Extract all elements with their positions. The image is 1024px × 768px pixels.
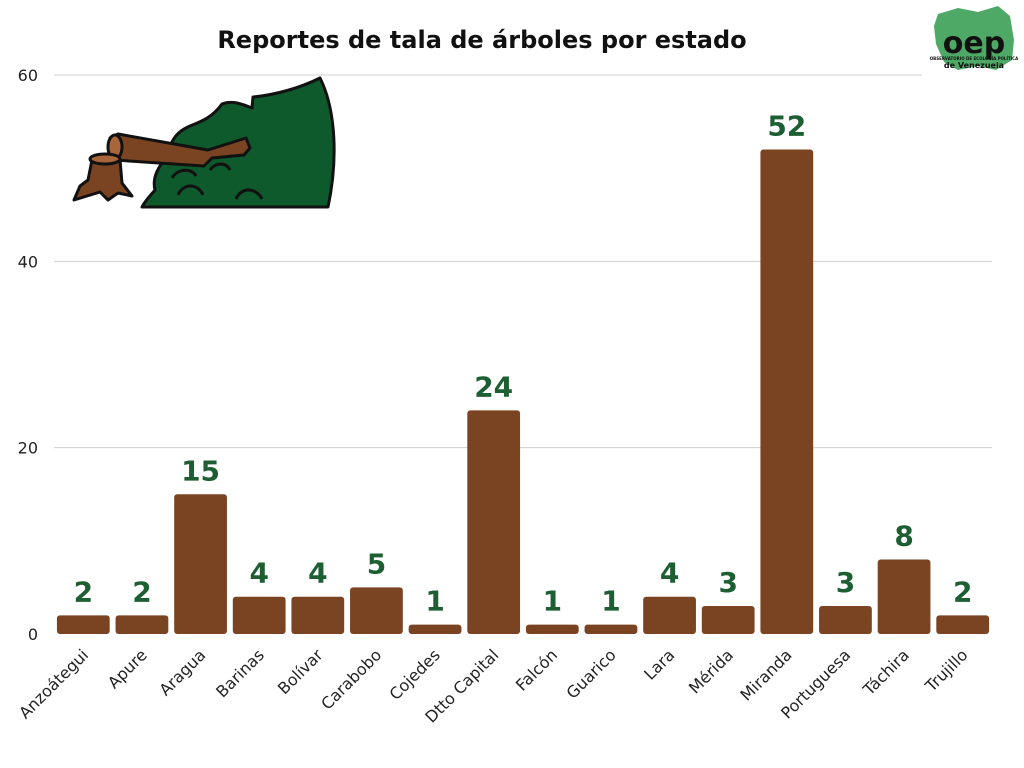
grid-lines	[54, 74, 992, 449]
x-tick-label: Trujillo	[921, 645, 972, 696]
x-tick-label: Miranda	[736, 645, 795, 704]
x-tick-label: Apure	[104, 645, 151, 692]
value-label: 3	[836, 566, 855, 599]
value-label: 1	[425, 585, 444, 618]
value-label: 24	[474, 370, 513, 403]
bar	[584, 624, 638, 634]
oep-logo: oep OBSERVATORIO DE ECOLOGÍA POLÍTICA de…	[930, 6, 1019, 70]
bars	[56, 149, 990, 635]
y-tick-label: 0	[28, 625, 38, 644]
value-labels: 2 2 15 4 4 5 1 24 1 1 4 3 52 3 8 2	[74, 110, 973, 618]
logo-country: de Venezuela	[944, 61, 1004, 70]
y-axis-ticks: 0 20 40 60	[18, 66, 38, 644]
bar	[643, 596, 696, 634]
x-tick-label: Cojedes	[385, 645, 443, 703]
x-tick-label: Barinas	[212, 645, 268, 701]
x-axis-labels: Anzoátegui Apure Aragua Barinas BolívarCarab…	[15, 645, 971, 726]
x-tick-label: Falcón	[512, 645, 561, 694]
bar	[760, 149, 814, 635]
x-tick-label: Anzoátegui	[15, 645, 92, 722]
bar	[467, 410, 521, 634]
bar	[819, 606, 872, 634]
value-label: 1	[601, 585, 620, 618]
value-label: 3	[718, 566, 737, 599]
y-tick-label: 20	[18, 439, 38, 458]
x-tick-label: Carabobo	[317, 645, 385, 713]
value-label: 4	[249, 557, 268, 590]
bar	[174, 494, 227, 634]
value-label: 4	[308, 557, 327, 590]
x-tick-label: Aragua	[155, 645, 209, 699]
value-label: 2	[132, 575, 151, 608]
value-label: 1	[543, 585, 562, 618]
x-tick-label: Lara	[640, 645, 678, 683]
logo-letters: oep	[943, 26, 1005, 61]
chart-title: Reportes de tala de árboles por estado	[217, 26, 746, 54]
bar	[232, 596, 286, 634]
bar	[936, 615, 990, 634]
x-tick-label: Táchira	[859, 645, 913, 699]
y-tick-label: 40	[18, 252, 38, 271]
value-label: 2	[953, 575, 972, 608]
value-label: 5	[367, 547, 386, 580]
tree-cutting-icon	[72, 76, 336, 209]
bar	[408, 624, 462, 634]
value-label: 2	[74, 575, 93, 608]
logo-subtitle: OBSERVATORIO DE ECOLOGÍA POLÍTICA	[930, 56, 1019, 61]
bar	[291, 596, 345, 634]
value-label: 15	[181, 454, 220, 487]
value-label: 52	[767, 110, 806, 143]
bar	[877, 559, 931, 634]
x-tick-label: Bolívar	[274, 645, 327, 698]
bar	[701, 606, 755, 634]
x-tick-label: Guarico	[563, 645, 620, 702]
y-tick-label: 60	[18, 66, 38, 85]
bar	[350, 587, 403, 634]
value-label: 4	[660, 557, 679, 590]
value-label: 8	[894, 519, 913, 552]
bar	[56, 615, 110, 634]
bar	[115, 615, 169, 634]
x-tick-label: Mérida	[685, 645, 737, 697]
bar	[525, 624, 579, 634]
